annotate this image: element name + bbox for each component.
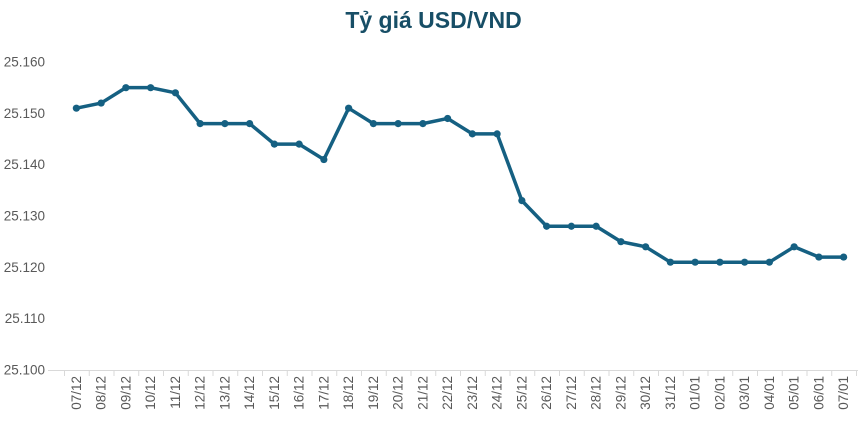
data-point	[493, 130, 501, 138]
data-point	[369, 120, 377, 128]
x-axis-label: 26/12	[539, 376, 554, 410]
x-axis-label: 18/12	[341, 376, 356, 410]
data-point	[840, 253, 848, 261]
data-point	[394, 120, 402, 128]
data-point	[592, 222, 600, 230]
chart-title: Tỷ giá USD/VND	[345, 7, 522, 33]
x-axis-label: 31/12	[663, 376, 678, 410]
data-point	[518, 197, 526, 205]
x-axis-label: 16/12	[292, 376, 307, 410]
data-point	[122, 84, 130, 92]
data-point	[444, 114, 452, 123]
y-axis-label: 25.140	[4, 157, 45, 172]
x-axis-label: 12/12	[193, 376, 208, 410]
x-axis-label: 17/12	[316, 376, 331, 410]
x-axis-label: 08/12	[94, 376, 109, 410]
x-axis-label: 07/12	[69, 376, 84, 410]
x-axis-label: 05/01	[787, 376, 802, 410]
y-axis-label: 25.130	[4, 209, 45, 224]
data-point	[171, 89, 179, 97]
x-axis-label: 09/12	[118, 376, 133, 410]
data-point	[642, 243, 650, 251]
x-axis-label: 19/12	[366, 376, 381, 410]
x-axis-label: 11/12	[168, 376, 183, 409]
x-axis-label: 30/12	[638, 376, 653, 410]
x-axis-label: 14/12	[242, 376, 257, 410]
x-axis-label: 04/01	[762, 376, 777, 410]
data-point	[246, 120, 254, 128]
x-axis-label: 27/12	[564, 376, 579, 410]
data-point	[147, 84, 155, 92]
x-axis-label: 01/01	[688, 376, 703, 410]
data-point	[617, 238, 625, 246]
data-point	[72, 104, 80, 112]
data-point	[221, 120, 229, 128]
data-point	[270, 140, 278, 148]
x-axis-label: 13/12	[217, 376, 232, 410]
x-axis-label: 21/12	[415, 376, 430, 410]
y-axis-label: 25.150	[4, 106, 45, 121]
data-point	[765, 258, 773, 266]
x-axis-label: 06/01	[811, 376, 826, 410]
y-axis-label: 25.100	[4, 363, 45, 378]
data-point	[741, 258, 749, 266]
data-point	[543, 222, 551, 230]
x-axis-label: 20/12	[391, 376, 406, 410]
data-point	[97, 99, 105, 107]
line-series	[74, 85, 846, 264]
y-axis-label: 25.110	[5, 311, 45, 326]
x-axis-label: 23/12	[465, 376, 480, 410]
data-point	[419, 120, 427, 128]
x-axis-label: 24/12	[490, 376, 505, 410]
x-axis-label: 07/01	[836, 376, 851, 410]
data-point	[666, 258, 674, 266]
x-axis-label: 22/12	[440, 376, 455, 410]
data-point	[567, 222, 575, 230]
data-point	[295, 140, 303, 148]
x-axis-label: 02/01	[712, 376, 727, 410]
data-point	[468, 130, 476, 138]
data-point	[196, 120, 204, 128]
y-axis-label: 25.160	[4, 55, 45, 70]
x-axis-label: 25/12	[514, 376, 529, 410]
data-point	[790, 243, 798, 251]
data-point	[716, 258, 724, 266]
data-point	[320, 155, 328, 164]
x-axis-label: 03/01	[737, 376, 752, 410]
y-axis-label: 25.120	[4, 260, 45, 275]
x-axis-label: 15/12	[267, 376, 282, 410]
x-axis-label: 28/12	[589, 376, 604, 410]
data-point	[345, 104, 353, 112]
data-point	[815, 253, 823, 261]
x-axis-label: 10/12	[143, 376, 158, 410]
x-axis-label: 29/12	[613, 376, 628, 410]
data-point	[691, 258, 699, 266]
